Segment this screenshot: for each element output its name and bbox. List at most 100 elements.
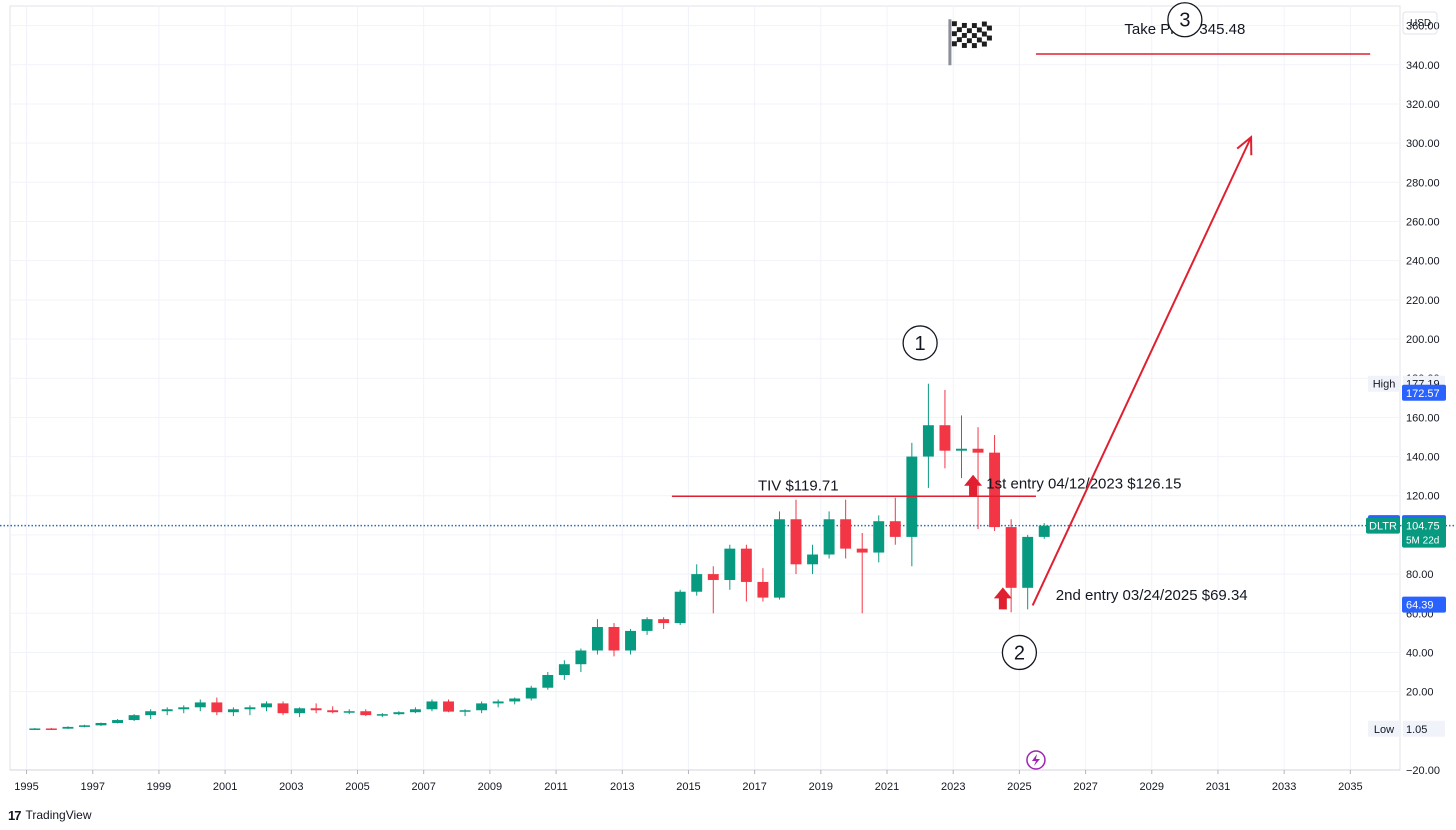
flag-square — [951, 26, 957, 32]
candle-body — [740, 548, 752, 582]
candle-body — [674, 591, 686, 624]
flag-square — [986, 20, 992, 26]
candle-body — [840, 519, 852, 549]
y-tick-label: 220.00 — [1406, 295, 1440, 307]
flag-square — [981, 41, 987, 47]
x-tick-label: 2009 — [478, 781, 502, 793]
candle-body — [476, 703, 488, 711]
x-tick-label: 2027 — [1073, 781, 1097, 793]
flag-square — [976, 27, 982, 33]
x-tick-label: 2003 — [279, 781, 303, 793]
flag-square — [966, 43, 972, 49]
y-tick-label: 120.00 — [1406, 491, 1440, 503]
candle-body — [1038, 525, 1050, 537]
candle-body — [343, 711, 355, 713]
candle-body — [691, 574, 703, 592]
candle-body — [194, 702, 206, 708]
candle-body — [509, 698, 521, 702]
x-tick-label: 2011 — [544, 781, 568, 793]
trend-arrow-head — [1236, 135, 1253, 156]
x-tick-label: 2025 — [1007, 781, 1031, 793]
candle-body — [542, 674, 554, 688]
candle-body — [889, 521, 901, 537]
candle-body — [327, 710, 339, 713]
flag-square — [986, 35, 992, 41]
flag-square — [986, 30, 992, 36]
marker-2-circle — [1001, 634, 1038, 671]
candle-body — [1005, 527, 1017, 588]
x-tick-label: 2021 — [875, 781, 899, 793]
candle-body — [277, 703, 289, 714]
candle-body — [145, 711, 157, 716]
candles — [29, 383, 1050, 730]
candle-body — [211, 702, 223, 713]
candle-body — [591, 626, 603, 651]
badge-label-bg — [1368, 720, 1400, 737]
y-tick-label: −20.00 — [1406, 765, 1440, 777]
x-tick-label: 2033 — [1272, 781, 1296, 793]
x-tick-label: 1999 — [147, 781, 171, 793]
candle-body — [244, 707, 256, 710]
flag-square — [961, 42, 967, 48]
marker-3-label: 3 — [1179, 10, 1190, 32]
candle-body — [724, 548, 736, 580]
candle-body — [807, 554, 819, 565]
candle-body — [525, 687, 537, 699]
tradingview-logo-icon: 17 — [8, 807, 22, 823]
flag-square — [966, 28, 972, 34]
candle-body — [261, 703, 272, 708]
candle-body — [707, 574, 719, 580]
x-tick-label: 2005 — [345, 781, 369, 793]
flag-square — [971, 28, 977, 34]
price-badge-value: 104.75 — [1406, 521, 1440, 533]
marker-1-label: 1 — [915, 333, 926, 355]
candle-body — [658, 619, 670, 624]
price-badge-label: Low — [1374, 724, 1394, 736]
flag-square — [976, 22, 982, 28]
candle-body — [459, 710, 471, 712]
flag-square — [966, 38, 972, 44]
y-tick-label: 320.00 — [1406, 99, 1440, 111]
price-badge-label: DLTR — [1369, 521, 1397, 533]
x-tick-label: 2029 — [1140, 781, 1164, 793]
flag-square — [956, 27, 962, 33]
lightning-bolt — [1031, 754, 1040, 766]
candle-body — [790, 519, 802, 565]
x-tick-label: 2031 — [1206, 781, 1230, 793]
flag-square — [966, 23, 972, 29]
x-tick-label: 1995 — [14, 781, 38, 793]
candle-body — [45, 728, 57, 730]
candle-body — [625, 630, 636, 651]
candle-body — [757, 581, 769, 598]
candle-body — [95, 722, 107, 726]
marker-2-label: 2 — [1014, 642, 1025, 664]
entry-label: 2nd entry 03/24/2025 $69.34 — [1056, 587, 1248, 604]
flag-square — [961, 22, 967, 28]
marker-1-circle — [902, 325, 938, 361]
x-tick-label: 1997 — [80, 781, 104, 793]
flag-square — [981, 36, 987, 42]
flag-square — [951, 21, 957, 27]
flag-square — [951, 41, 957, 47]
flag-square — [966, 33, 972, 39]
price-badge-value: 172.57 — [1406, 388, 1440, 400]
candle-body — [939, 425, 951, 451]
candle-body — [956, 448, 967, 451]
flag-square — [981, 21, 987, 27]
x-tick-label: 2001 — [213, 781, 237, 793]
badge-label-bg — [1368, 375, 1400, 392]
y-tick-label: 260.00 — [1406, 216, 1440, 228]
candle-body — [161, 709, 173, 712]
marker-3-circle — [1167, 2, 1203, 38]
y-tick-label: 140.00 — [1406, 452, 1440, 464]
flag-square — [976, 42, 982, 48]
candle-body — [873, 521, 885, 553]
flag-square — [951, 31, 957, 37]
flag-square — [971, 38, 977, 44]
flag-square — [956, 37, 962, 43]
flag-square — [951, 36, 957, 42]
x-tick-label: 2023 — [941, 781, 965, 793]
candle-body — [1022, 536, 1034, 588]
checkered-flag-icon — [948, 19, 992, 66]
